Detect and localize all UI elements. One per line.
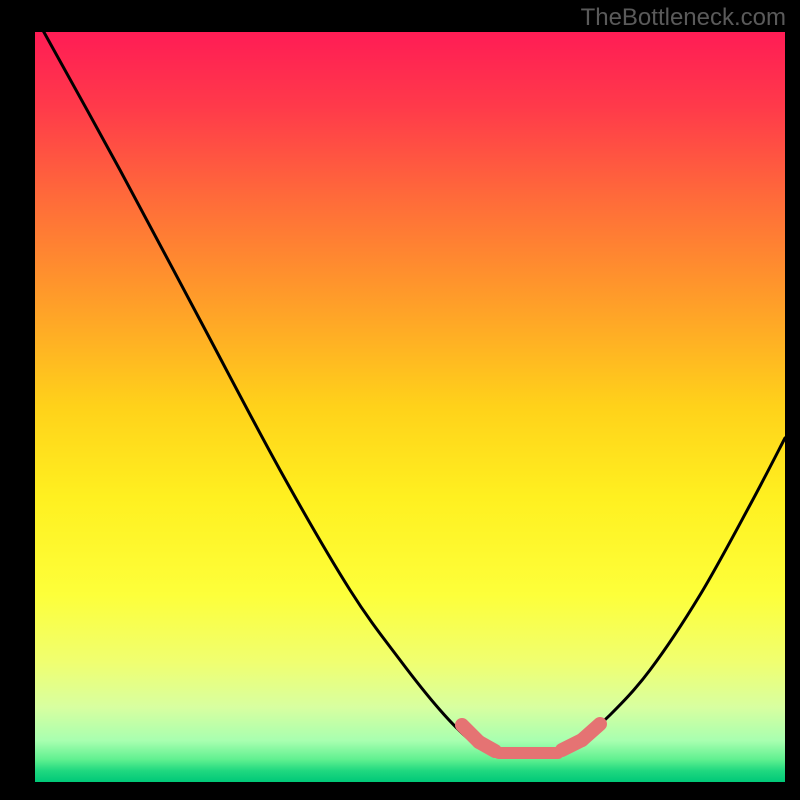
chart-container [35,32,785,782]
flat-region-overlay [462,724,600,753]
watermark-text: TheBottleneck.com [581,4,786,32]
curve-svg [0,0,800,800]
bottleneck-curve [35,16,785,752]
